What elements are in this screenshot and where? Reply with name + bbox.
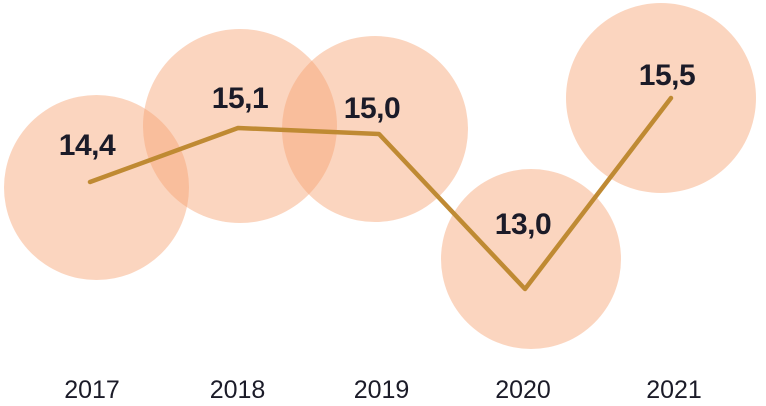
value-label-2021: 15,5 <box>639 59 695 92</box>
bubble-2020 <box>441 169 621 349</box>
value-label-2019: 15,0 <box>344 92 400 125</box>
x-axis-label-2017: 2017 <box>64 376 120 404</box>
value-label-2020: 13,0 <box>495 208 551 241</box>
x-axis-label-2020: 2020 <box>495 376 551 404</box>
value-label-layer: 14,4 15,1 15,0 13,0 15,5 <box>59 59 696 241</box>
trend-line <box>87 95 674 292</box>
bubble-layer <box>4 3 756 349</box>
x-axis-label-layer: 2017 2018 2019 2020 2021 <box>64 376 702 404</box>
x-axis-label-2019: 2019 <box>354 376 410 404</box>
x-axis-label-2018: 2018 <box>210 376 266 404</box>
value-label-2018: 15,1 <box>212 82 268 115</box>
bubble-2021 <box>566 3 756 193</box>
bubble-2019 <box>282 36 468 222</box>
value-label-2017: 14,4 <box>59 129 116 162</box>
x-axis-label-2021: 2021 <box>646 376 702 404</box>
bubble-2017 <box>4 95 189 280</box>
